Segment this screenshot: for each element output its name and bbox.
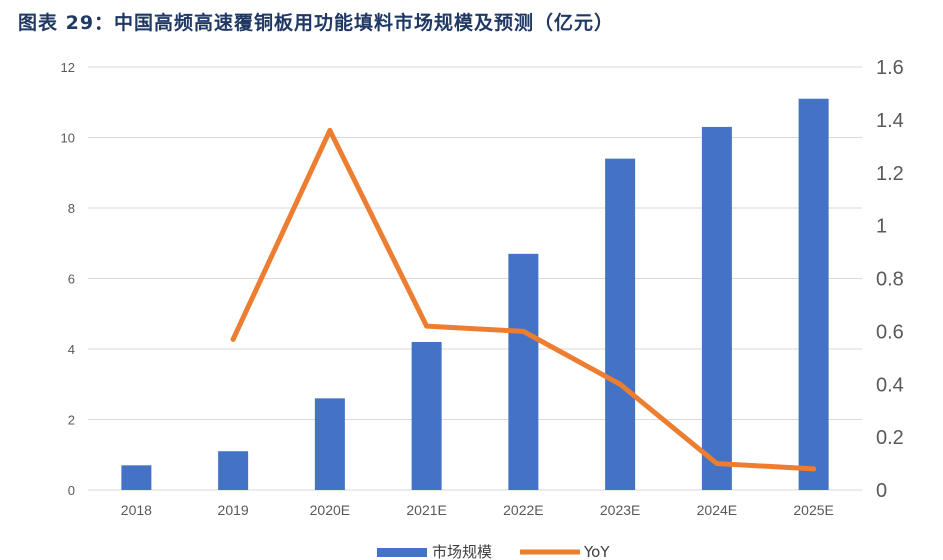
y-right-tick-label: 0.2 <box>876 427 904 449</box>
y-right-tick-label: 1.6 <box>876 57 904 79</box>
x-tick-label: 2022E <box>503 502 543 518</box>
x-tick-label: 2024E <box>697 502 737 518</box>
legend: 市场规模 YoY <box>377 543 610 560</box>
y-left-tick-label: 6 <box>68 272 75 287</box>
yoy-point <box>520 328 526 334</box>
y-right-tick-label: 0 <box>876 480 887 502</box>
bar <box>314 398 345 490</box>
x-tick-label: 2018 <box>121 502 152 518</box>
y-right-tick-label: 0.8 <box>876 269 904 291</box>
y-left-tick-label: 12 <box>61 60 75 75</box>
y-right-tick-label: 0.6 <box>876 321 904 343</box>
y-axis-right: 0 0.2 0.4 0.6 0.8 1 1.2 1.4 1.6 <box>876 57 904 502</box>
y-left-tick-label: 0 <box>68 483 75 498</box>
yoy-point <box>714 461 720 467</box>
yoy-point <box>811 466 817 472</box>
yoy-point <box>327 127 333 133</box>
chart-title: 图表 29：中国高频高速覆铜板用功能填料市场规模及预测（亿元） <box>18 12 615 34</box>
y-right-tick-label: 0.4 <box>876 374 904 396</box>
y-left-tick-label: 4 <box>68 342 75 357</box>
y-left-tick-label: 10 <box>61 131 75 146</box>
bar <box>121 465 152 490</box>
y-axis-left: 0 2 4 6 8 10 12 <box>61 60 75 498</box>
yoy-point <box>230 336 236 342</box>
x-tick-label: 2021E <box>406 502 446 518</box>
y-right-tick-label: 1.2 <box>876 163 904 185</box>
legend-label-line: YoY <box>583 543 610 560</box>
yoy-point <box>617 381 623 387</box>
bar <box>508 253 539 490</box>
bar-series <box>121 98 829 491</box>
x-axis: 2018 2019 2020E 2021E 2022E 2023E 2024E 2025E <box>121 502 834 518</box>
bar <box>218 451 249 490</box>
y-right-tick-label: 1.4 <box>876 110 904 132</box>
y-right-tick-label: 1 <box>876 216 887 238</box>
bar <box>411 341 442 490</box>
x-tick-label: 2020E <box>310 502 350 518</box>
gridlines <box>88 66 862 491</box>
y-left-tick-label: 8 <box>68 201 75 216</box>
x-tick-label: 2019 <box>218 502 249 518</box>
x-tick-label: 2025E <box>793 502 833 518</box>
line-series <box>230 127 817 472</box>
yoy-point <box>424 323 430 329</box>
legend-swatch-bar <box>377 548 427 557</box>
legend-label-bar: 市场规模 <box>432 543 492 560</box>
bar <box>605 158 636 490</box>
bar <box>798 98 829 490</box>
y-left-tick-label: 2 <box>68 413 75 428</box>
x-tick-label: 2023E <box>600 502 640 518</box>
bar <box>701 126 732 491</box>
